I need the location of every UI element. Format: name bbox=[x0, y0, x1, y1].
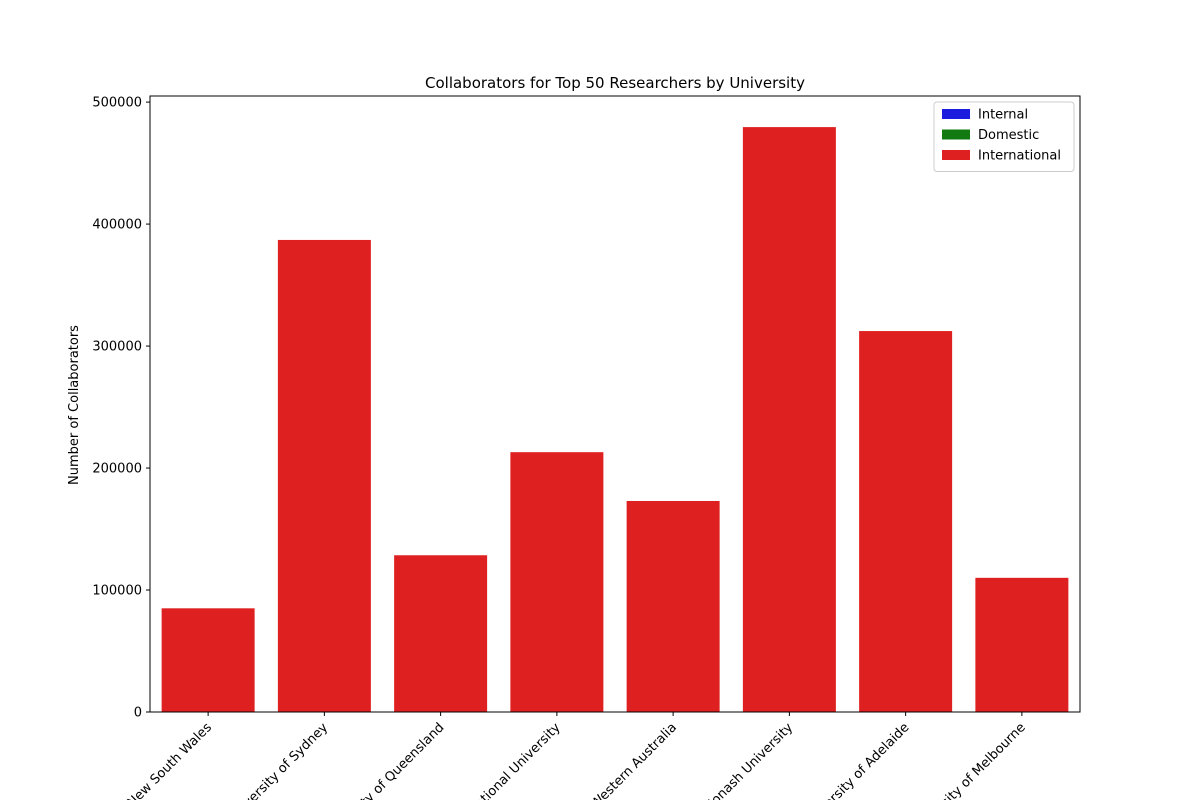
y-tick-label: 0 bbox=[134, 706, 142, 721]
x-tick-label: University of New South Wales bbox=[64, 720, 216, 800]
bar bbox=[975, 577, 1069, 712]
bar bbox=[394, 555, 488, 712]
legend-swatch bbox=[942, 109, 970, 119]
legend-label: Internal bbox=[978, 108, 1028, 123]
y-tick-label: 500000 bbox=[92, 96, 142, 111]
legend-label: Domestic bbox=[978, 128, 1039, 143]
x-tick-label: University of Sydney bbox=[225, 720, 331, 800]
x-tick-label: University of Adelaide bbox=[801, 720, 913, 800]
y-tick-label: 400000 bbox=[92, 218, 142, 233]
bar bbox=[277, 239, 371, 712]
bar bbox=[742, 127, 836, 712]
legend-swatch bbox=[942, 150, 970, 160]
x-tick-label: Monash University bbox=[701, 720, 797, 800]
x-tick-label: University of Queensland bbox=[321, 720, 448, 800]
bar bbox=[859, 331, 953, 712]
bar bbox=[510, 452, 604, 712]
y-axis-label: Number of Collaborators bbox=[67, 325, 82, 485]
bar bbox=[626, 500, 720, 712]
legend-swatch bbox=[942, 129, 970, 140]
bar bbox=[161, 608, 255, 712]
legend-label: International bbox=[978, 149, 1061, 164]
y-tick-label: 300000 bbox=[92, 340, 142, 355]
chart-title: Collaborators for Top 50 Researchers by … bbox=[425, 74, 805, 92]
plot-frame bbox=[149, 95, 1081, 713]
y-tick-label: 200000 bbox=[92, 462, 142, 477]
y-tick-label: 100000 bbox=[92, 584, 142, 599]
x-tick-label: University of Melbourne bbox=[908, 720, 1028, 800]
